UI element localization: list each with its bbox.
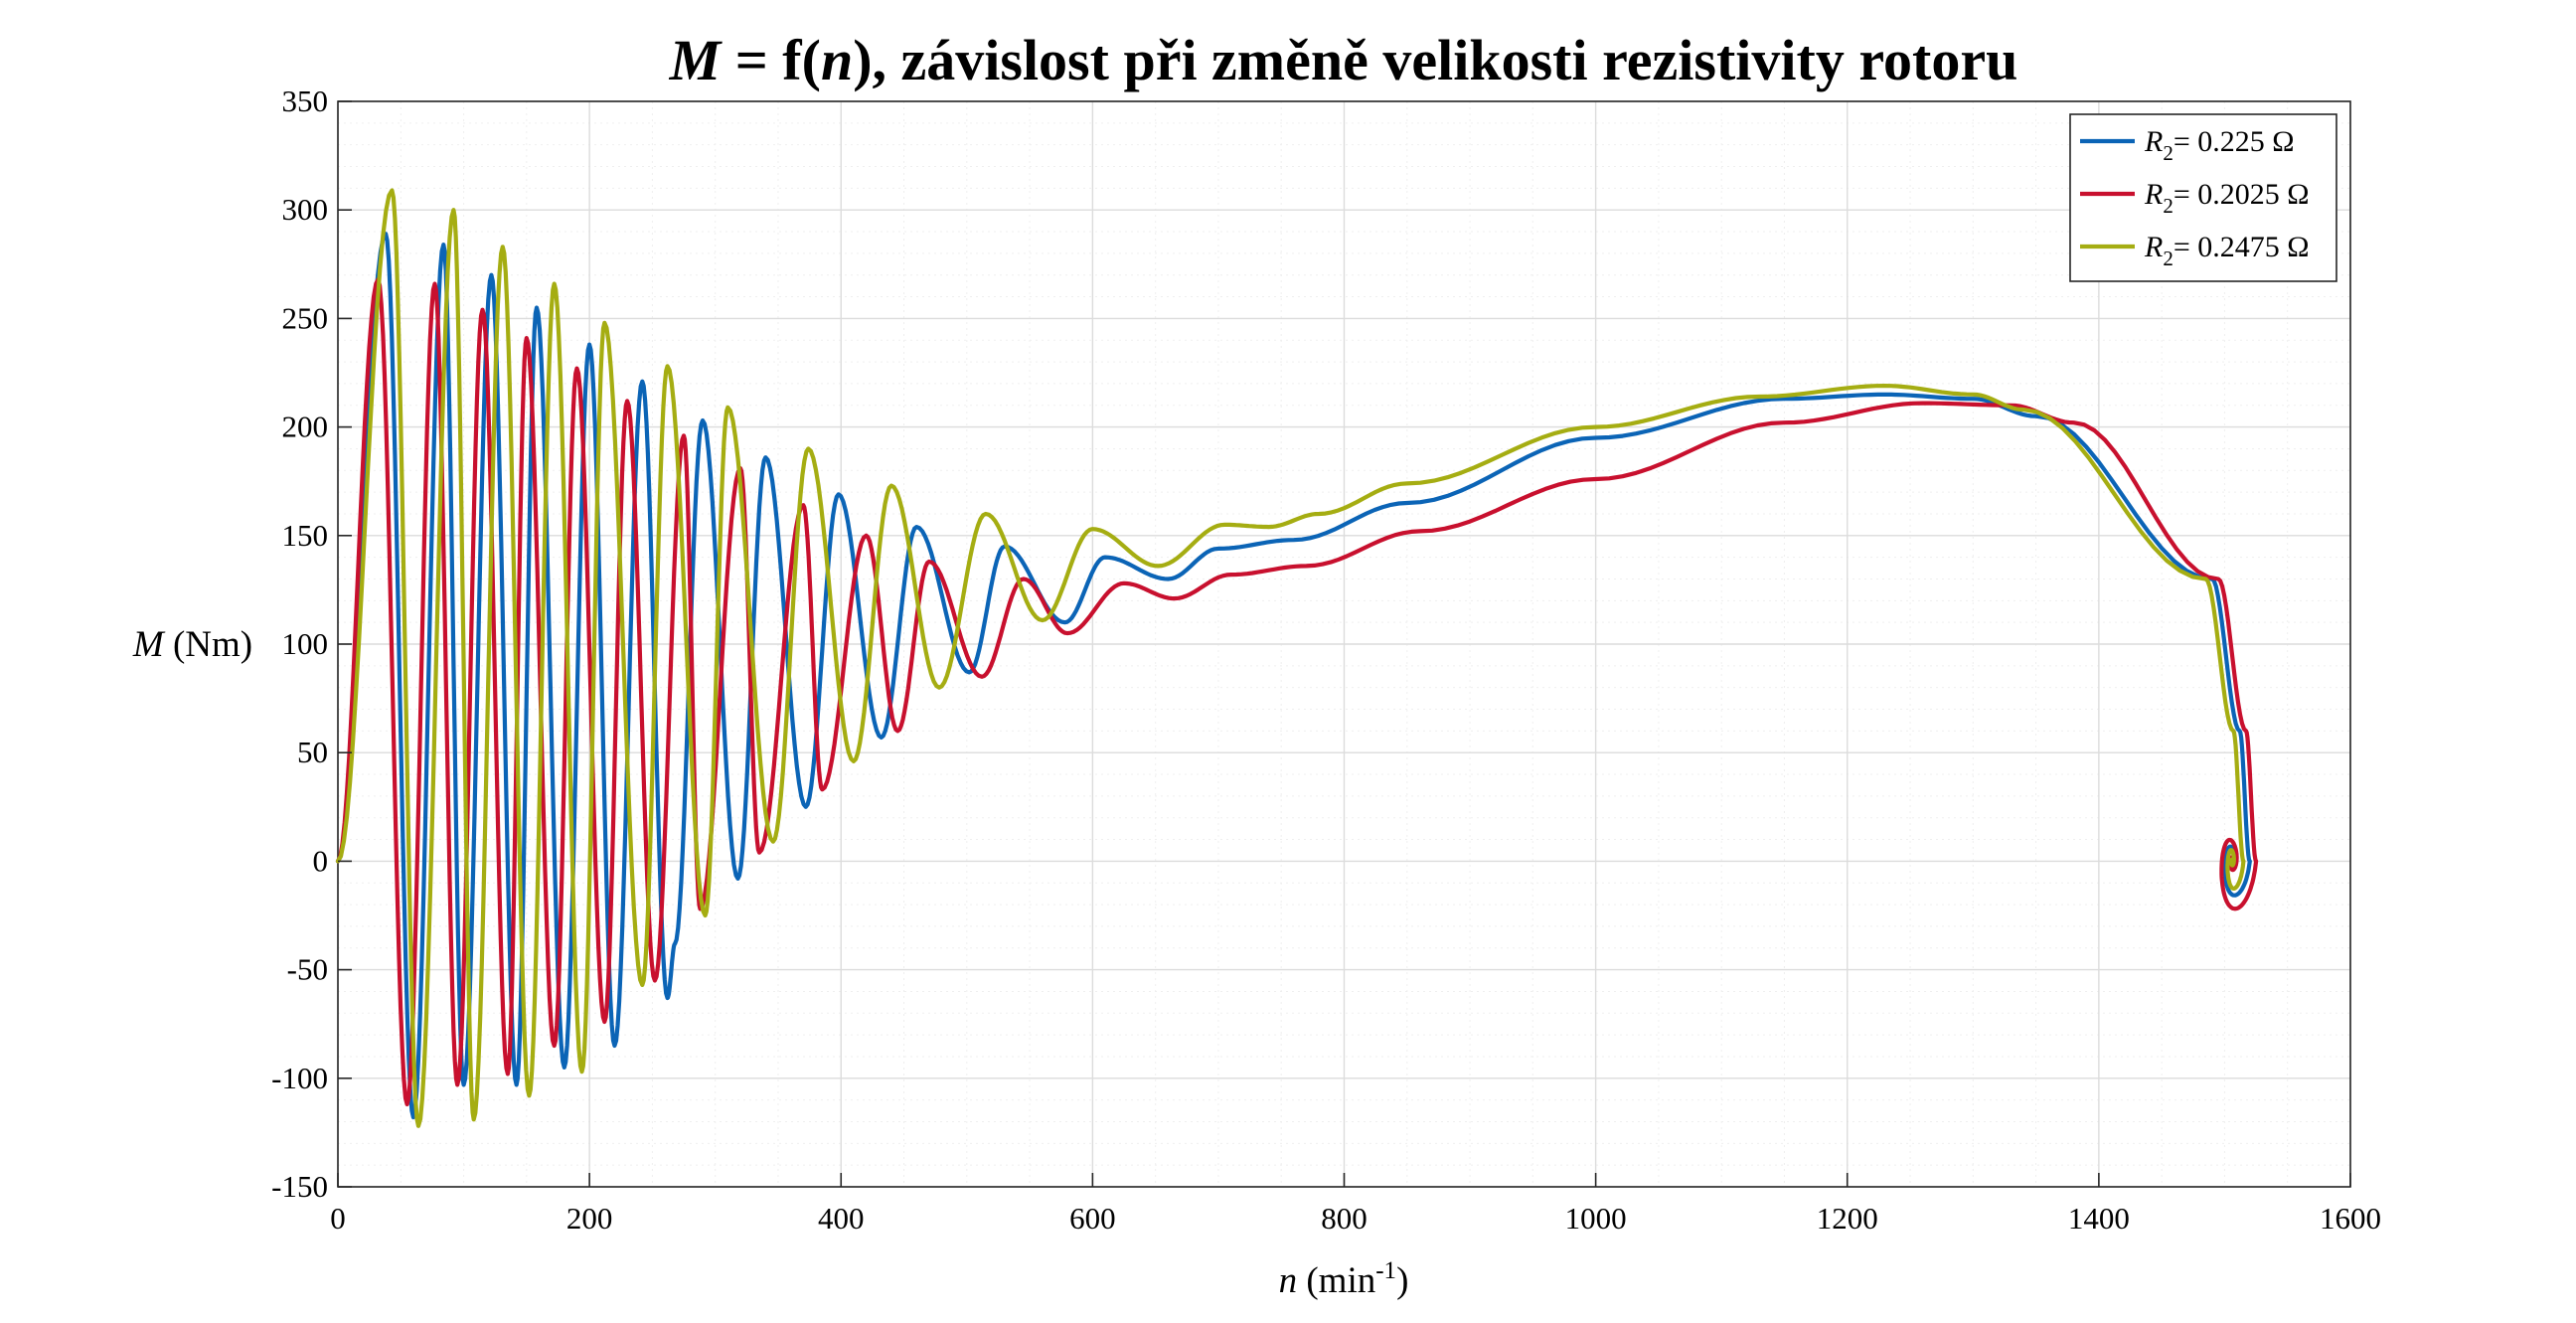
y-tick-label: -100 [271,1061,328,1095]
y-tick-label: 200 [282,410,329,444]
x-tick-label: 1200 [1817,1201,1878,1236]
y-tick-label: -50 [287,952,328,987]
y-tick-label: 300 [282,192,329,227]
series-line-1 [335,277,2259,1107]
x-tick-label: 1400 [2068,1201,2130,1236]
x-tick-label: 800 [1321,1201,1368,1236]
y-tick-label: 50 [297,735,328,769]
legend: R2= 0.225 Ω R2= 0.2025 Ω R2= 0.2475 Ω [2069,113,2337,282]
series-group [335,188,2259,1128]
y-tick-label: 100 [282,626,329,661]
x-tick-label: 1600 [2320,1201,2381,1236]
tick-labels: 0 200 400 600 800 1000 1200 1400 1600-150-100-50… [271,83,2381,1236]
legend-label-r225: R2= 0.225 Ω [2144,125,2295,165]
x-tick-label: 0 [330,1201,346,1236]
series-line-2 [335,188,2246,1128]
legend-label-r2475: R2= 0.2475 Ω [2144,231,2310,270]
y-tick-label: -150 [271,1169,328,1204]
chart-title: M = f(n), závislost při změně velikosti … [669,28,2018,92]
x-tick-label: 400 [818,1201,865,1236]
y-tick-label: 150 [282,518,329,553]
y-tick-label: 350 [282,83,329,118]
y-tick-label: 0 [313,843,329,878]
x-tick-label: 1000 [1565,1201,1627,1236]
legend-label-r2025: R2= 0.2025 Ω [2144,178,2310,218]
x-tick-label: 200 [566,1201,613,1236]
y-tick-label: 250 [282,300,329,335]
x-axis-label: n (min-1) [1279,1257,1409,1301]
y-axis-label: M (Nm) [132,624,252,665]
grid [337,100,2351,1188]
series-line-0 [335,232,2252,1120]
x-tick-label: 600 [1069,1201,1116,1236]
